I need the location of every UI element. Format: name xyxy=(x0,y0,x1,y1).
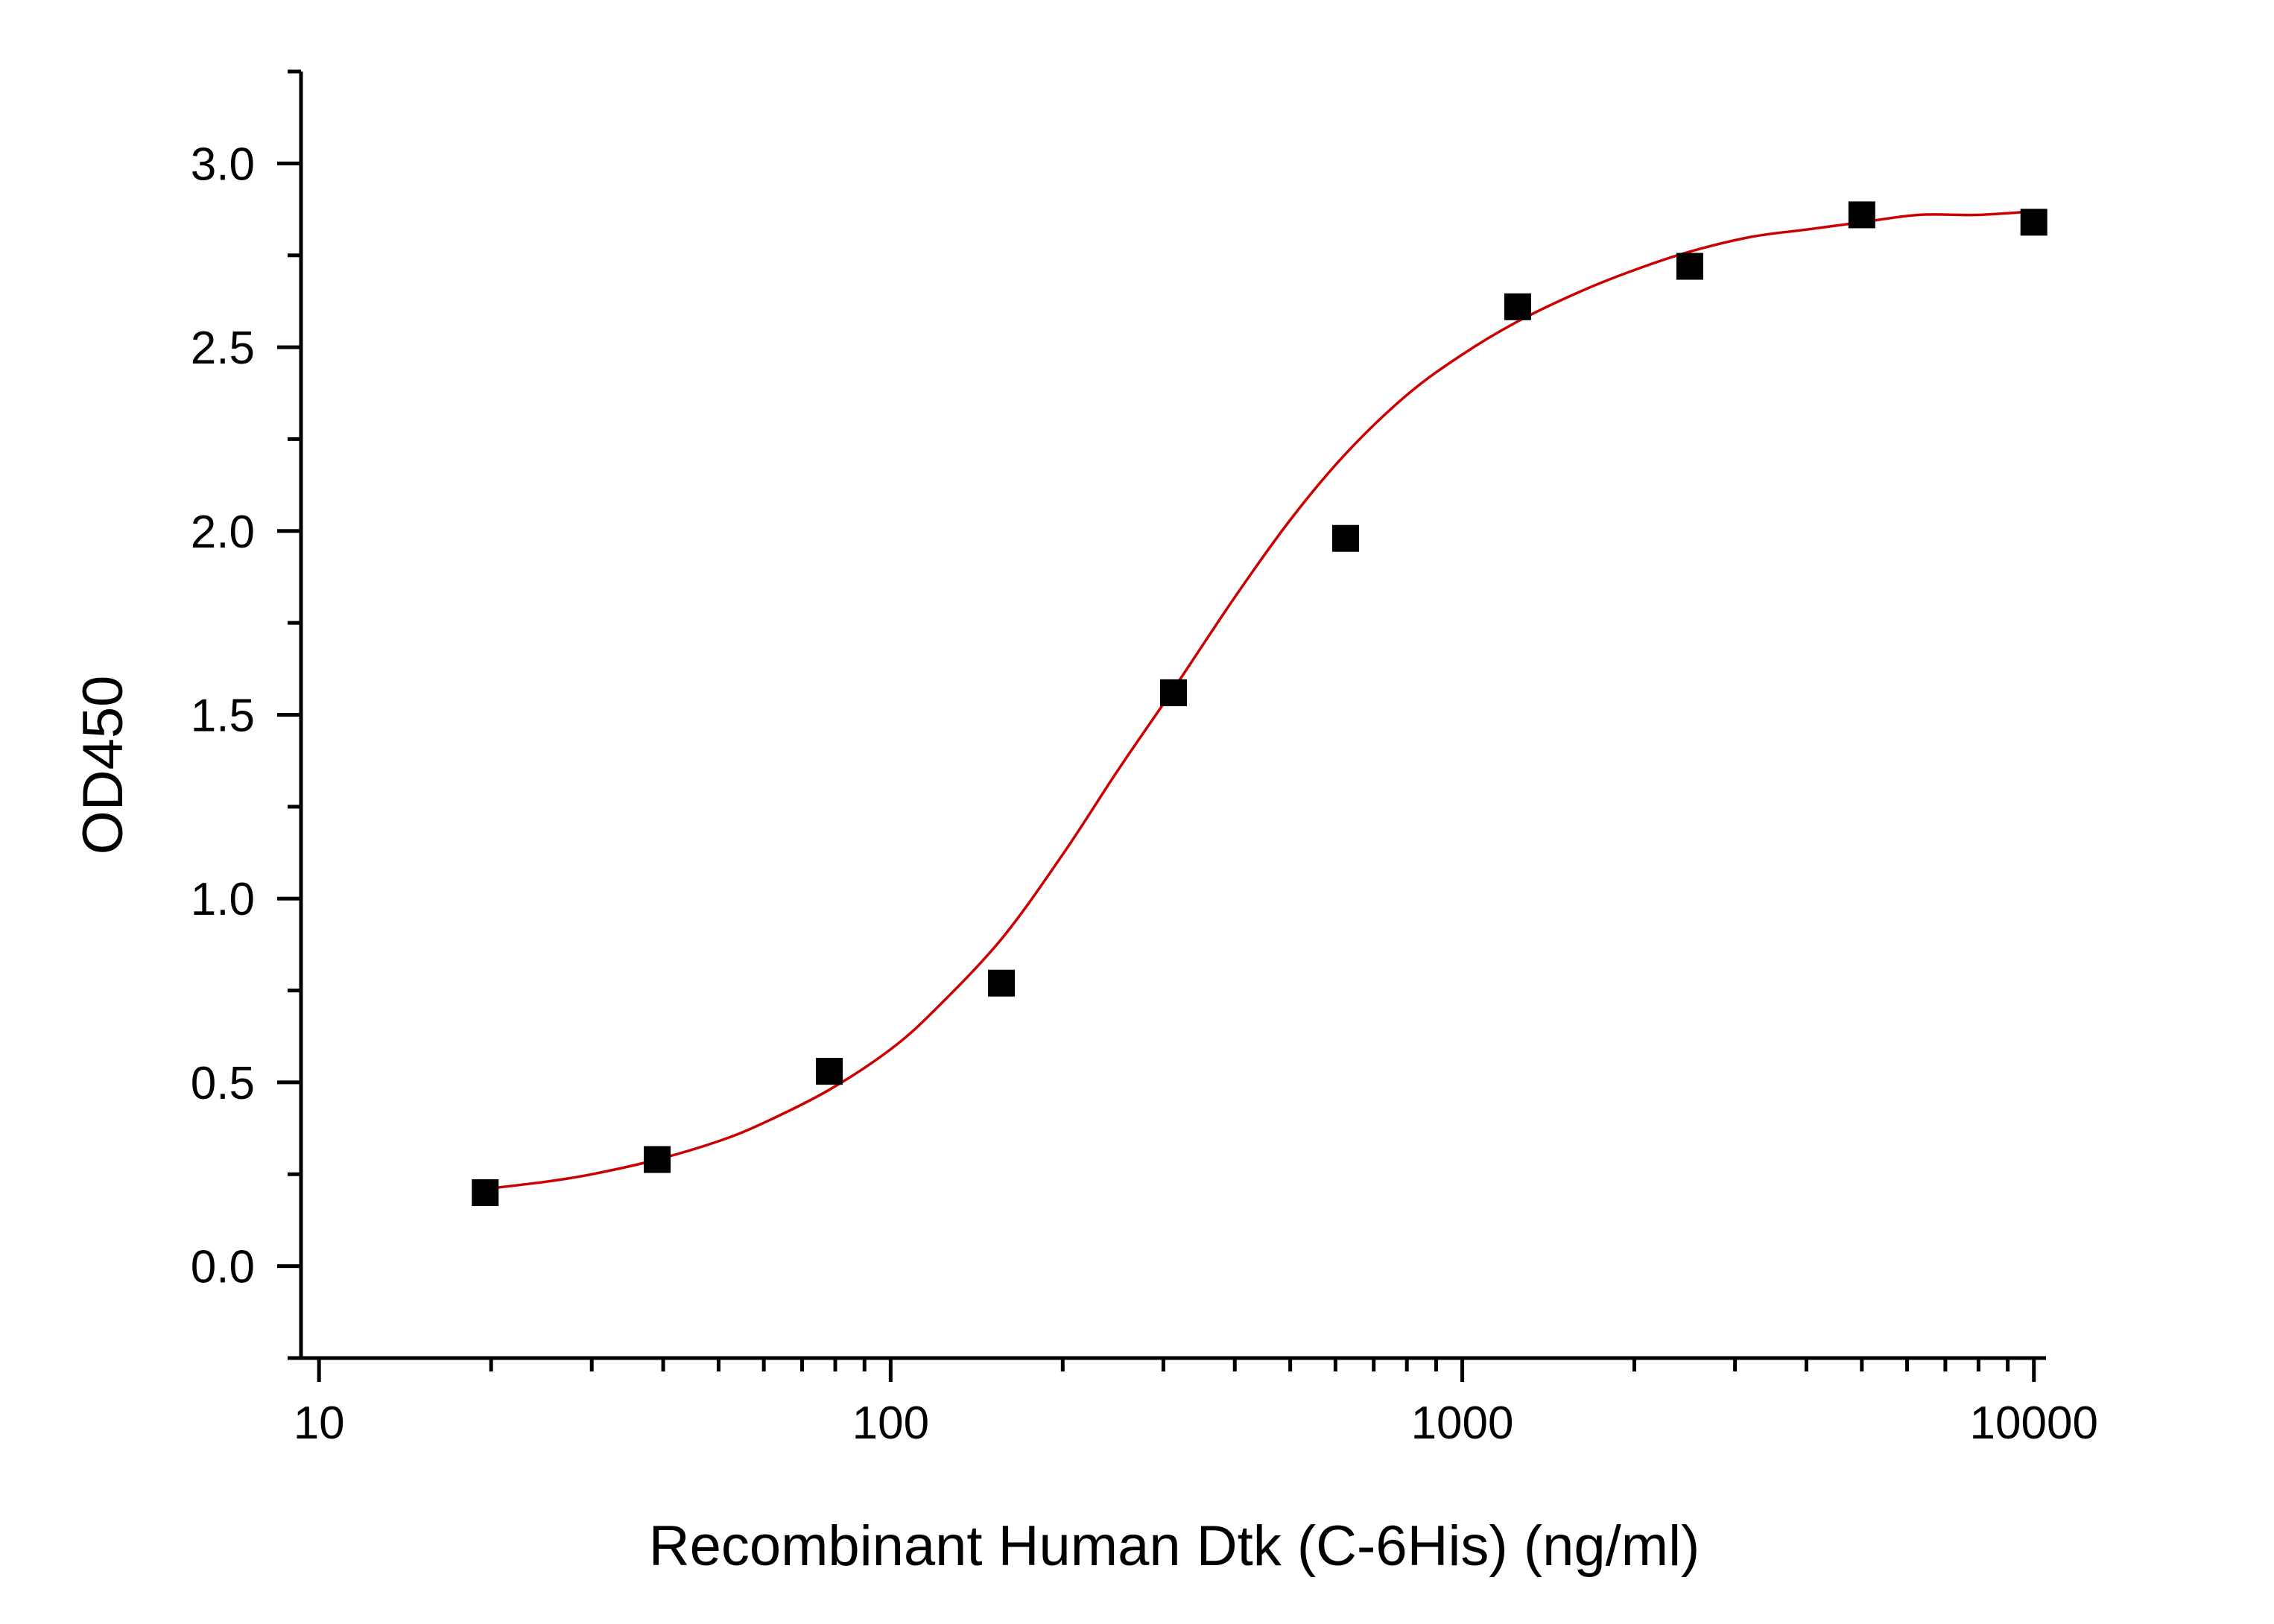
data-point xyxy=(2020,209,2047,236)
data-point xyxy=(1332,524,1359,552)
y-tick-label: 1.5 xyxy=(191,691,255,742)
fit-curve-layer xyxy=(484,209,2034,1190)
x-tick-label: 10 xyxy=(294,1398,345,1449)
y-axis-title: OD450 xyxy=(72,676,135,855)
y-tick-label: 0.0 xyxy=(191,1242,255,1293)
y-tick-label: 3.0 xyxy=(191,139,255,190)
data-point xyxy=(1504,293,1531,320)
x-tick-label: 1000 xyxy=(1411,1398,1514,1449)
x-axis-title: Recombinant Human Dtk (C-6His) (ng/ml) xyxy=(649,1514,1700,1578)
y-tick-label: 2.5 xyxy=(191,323,255,374)
fit-curve xyxy=(484,209,2034,1190)
x-tick-label: 100 xyxy=(852,1398,929,1449)
labels-layer: Recombinant Human Dtk (C-6His) (ng/ml) O… xyxy=(72,676,1700,1578)
data-points-layer xyxy=(472,201,2047,1206)
x-tick-label: 10000 xyxy=(1970,1398,2098,1449)
data-point xyxy=(988,969,1016,997)
y-tick-label: 0.5 xyxy=(191,1058,255,1109)
data-point xyxy=(644,1146,671,1173)
y-tick-label: 1.0 xyxy=(191,874,255,925)
axes: 10 100 1000 10000 0.0 0.5 1.0 1.5 2.0 2.5 3.0 xyxy=(191,69,2098,1449)
data-point xyxy=(1676,253,1703,280)
data-point xyxy=(1160,679,1187,706)
data-point xyxy=(1848,201,1875,229)
data-point xyxy=(472,1179,499,1206)
data-point xyxy=(816,1058,843,1085)
y-tick-label: 2.0 xyxy=(191,507,255,558)
